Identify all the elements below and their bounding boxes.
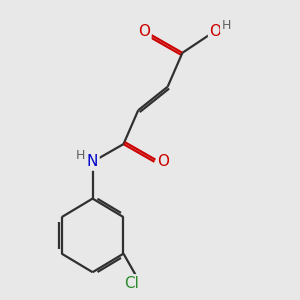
Text: N: N [87,154,98,169]
Text: O: O [209,24,221,39]
Text: H: H [76,149,85,162]
Text: Cl: Cl [124,276,139,291]
Text: H: H [221,19,231,32]
Text: O: O [138,24,150,39]
Text: O: O [157,154,169,169]
